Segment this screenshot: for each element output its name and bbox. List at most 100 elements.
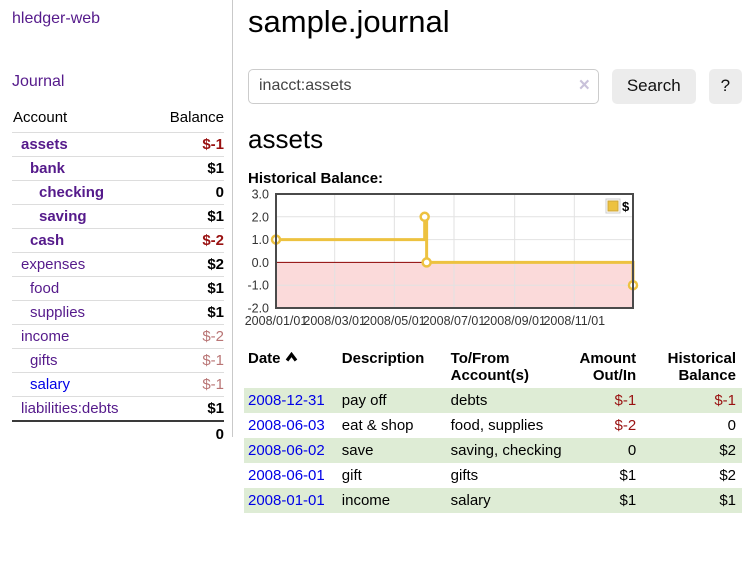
page-title: sample.journal [248, 4, 450, 39]
account-row: gifts $-1 [12, 348, 224, 373]
chart-label: Historical Balance: [248, 169, 384, 187]
account-link-saving[interactable]: saving [39, 208, 87, 225]
svg-text:-1.0: -1.0 [247, 278, 269, 292]
transaction-balance: $2 [719, 441, 736, 459]
svg-text:$: $ [622, 199, 630, 214]
svg-text:1.0: 1.0 [252, 233, 269, 247]
account-row: bank $1 [12, 156, 224, 181]
account-link-cash[interactable]: cash [30, 232, 65, 249]
account-heading: assets [248, 123, 324, 154]
transaction-balance: 0 [727, 416, 736, 434]
account-link-expenses[interactable]: expenses [21, 256, 86, 273]
account-link-food[interactable]: food [30, 280, 60, 297]
svg-text:-2.0: -2.0 [247, 301, 269, 315]
account-balance: $-1 [151, 132, 224, 157]
accounts-header-balance: Balance [151, 106, 224, 133]
search-box: × [248, 68, 599, 104]
transaction-accounts: saving, checking [450, 441, 562, 459]
account-link-income[interactable]: income [21, 328, 70, 345]
txn-header-account: To/From Account(s) [450, 349, 529, 384]
account-row: supplies $1 [12, 300, 224, 325]
account-balance: $1 [151, 300, 224, 325]
account-balance: $-1 [151, 372, 224, 397]
account-link-bank[interactable]: bank [30, 160, 66, 177]
accounts-total-spacer [12, 420, 152, 446]
transaction-row: 2008-06-02 save saving, checking 0 $2 [244, 437, 742, 463]
account-balance: $-1 [151, 348, 224, 373]
account-link-assets[interactable]: assets [21, 136, 68, 153]
accounts-table-body: assets $-1 bank $1 checking 0 saving $1 cash $-2 e… [12, 132, 224, 421]
transaction-row: 2008-06-01 gift gifts $1 $2 [244, 463, 742, 488]
svg-text:0.0: 0.0 [252, 256, 269, 270]
transaction-balance: $1 [719, 491, 736, 509]
transaction-description: income [341, 491, 391, 509]
account-balance: $-2 [151, 324, 224, 349]
transaction-amount: 0 [627, 441, 637, 459]
historical-balance-chart: 3.0 2.0 1.0 0.0 -1.0 -2.0 2008/01/01 2008/03/01… [245, 187, 742, 334]
transaction-date-link[interactable]: 2008-06-01 [248, 466, 325, 484]
app-title-link[interactable]: hledger-web [12, 10, 101, 27]
svg-text:2008/05/01: 2008/05/01 [363, 314, 426, 328]
transaction-balance: $-1 [714, 391, 736, 409]
svg-text:2008/11/01: 2008/11/01 [543, 314, 605, 328]
transaction-amount: $1 [619, 466, 637, 484]
accounts-total-row: 0 [12, 420, 224, 446]
search-button[interactable]: Search [611, 68, 696, 104]
clear-search-icon[interactable]: × [578, 74, 590, 96]
txn-header-date[interactable]: Date [244, 348, 342, 388]
account-balance: $1 [151, 276, 224, 301]
account-balance: $-2 [151, 228, 224, 253]
transaction-description: pay off [341, 391, 387, 409]
transactions-table-body: 2008-12-31 pay off debts $-1 $-1 2008-06-03 ea… [244, 387, 742, 513]
account-balance: $1 [151, 156, 224, 181]
svg-text:3.0: 3.0 [252, 187, 269, 201]
transaction-row: 2008-12-31 pay off debts $-1 $-1 [244, 387, 742, 413]
accounts-total-value: 0 [151, 420, 224, 446]
transaction-amount: $-1 [614, 391, 637, 409]
search-form: × Search ? [248, 68, 742, 104]
svg-text:2008/03/01: 2008/03/01 [303, 314, 366, 328]
transaction-amount: $-2 [614, 416, 637, 434]
account-link-checking[interactable]: checking [39, 184, 105, 201]
sort-ascending-icon [285, 350, 298, 367]
account-row: expenses $2 [12, 252, 224, 277]
account-row: cash $-2 [12, 228, 224, 253]
accounts-header-account: Account [12, 106, 152, 133]
account-link-liabilities-debts[interactable]: liabilities:debts [21, 400, 119, 417]
transaction-description: eat & shop [341, 416, 414, 434]
transactions-table: Date Description To/From Account(s) Amou… [244, 348, 742, 513]
account-row: assets $-1 [12, 132, 224, 157]
transaction-accounts: gifts [450, 466, 479, 484]
transaction-date-link[interactable]: 2008-06-03 [248, 416, 325, 434]
transaction-date-link[interactable]: 2008-12-31 [248, 391, 325, 409]
svg-text:2008/07/01: 2008/07/01 [423, 314, 486, 328]
sidebar-item-journal[interactable]: Journal [12, 73, 65, 90]
accounts-table: Account Balance assets $-1 bank $1 checking 0… [12, 106, 224, 446]
account-row: income $-2 [12, 324, 224, 349]
txn-header-amount: Amount Out/In [579, 349, 637, 384]
svg-text:2008/01/01: 2008/01/01 [245, 314, 308, 328]
chart-svg: 3.0 2.0 1.0 0.0 -1.0 -2.02008/01/012008/03/01… [245, 187, 639, 328]
account-link-salary[interactable]: salary [30, 376, 71, 393]
transaction-amount: $1 [619, 491, 637, 509]
search-input[interactable] [248, 68, 599, 104]
account-link-supplies[interactable]: supplies [30, 304, 86, 321]
account-row: salary $-1 [12, 372, 224, 397]
account-balance: $2 [151, 252, 224, 277]
transaction-row: 2008-01-01 income salary $1 $1 [244, 487, 742, 513]
transaction-description: gift [341, 466, 362, 484]
transaction-date-link[interactable]: 2008-06-02 [248, 441, 325, 459]
transaction-description: save [341, 441, 374, 459]
main-content: sample.journal × Search ? assets Histori… [244, 0, 742, 513]
help-button[interactable]: ? [708, 68, 742, 104]
svg-text:2008/09/01: 2008/09/01 [483, 314, 546, 328]
account-row: food $1 [12, 276, 224, 301]
transaction-date-link[interactable]: 2008-01-01 [248, 491, 325, 509]
txn-header-balance: Historical Balance [667, 349, 736, 384]
account-link-gifts[interactable]: gifts [30, 352, 58, 369]
account-balance: $1 [151, 396, 224, 421]
transaction-row: 2008-06-03 eat & shop food, supplies $-2 0 [244, 413, 742, 438]
account-row: checking 0 [12, 180, 224, 205]
transaction-accounts: debts [450, 391, 488, 409]
txn-header-description: Description [341, 349, 425, 367]
